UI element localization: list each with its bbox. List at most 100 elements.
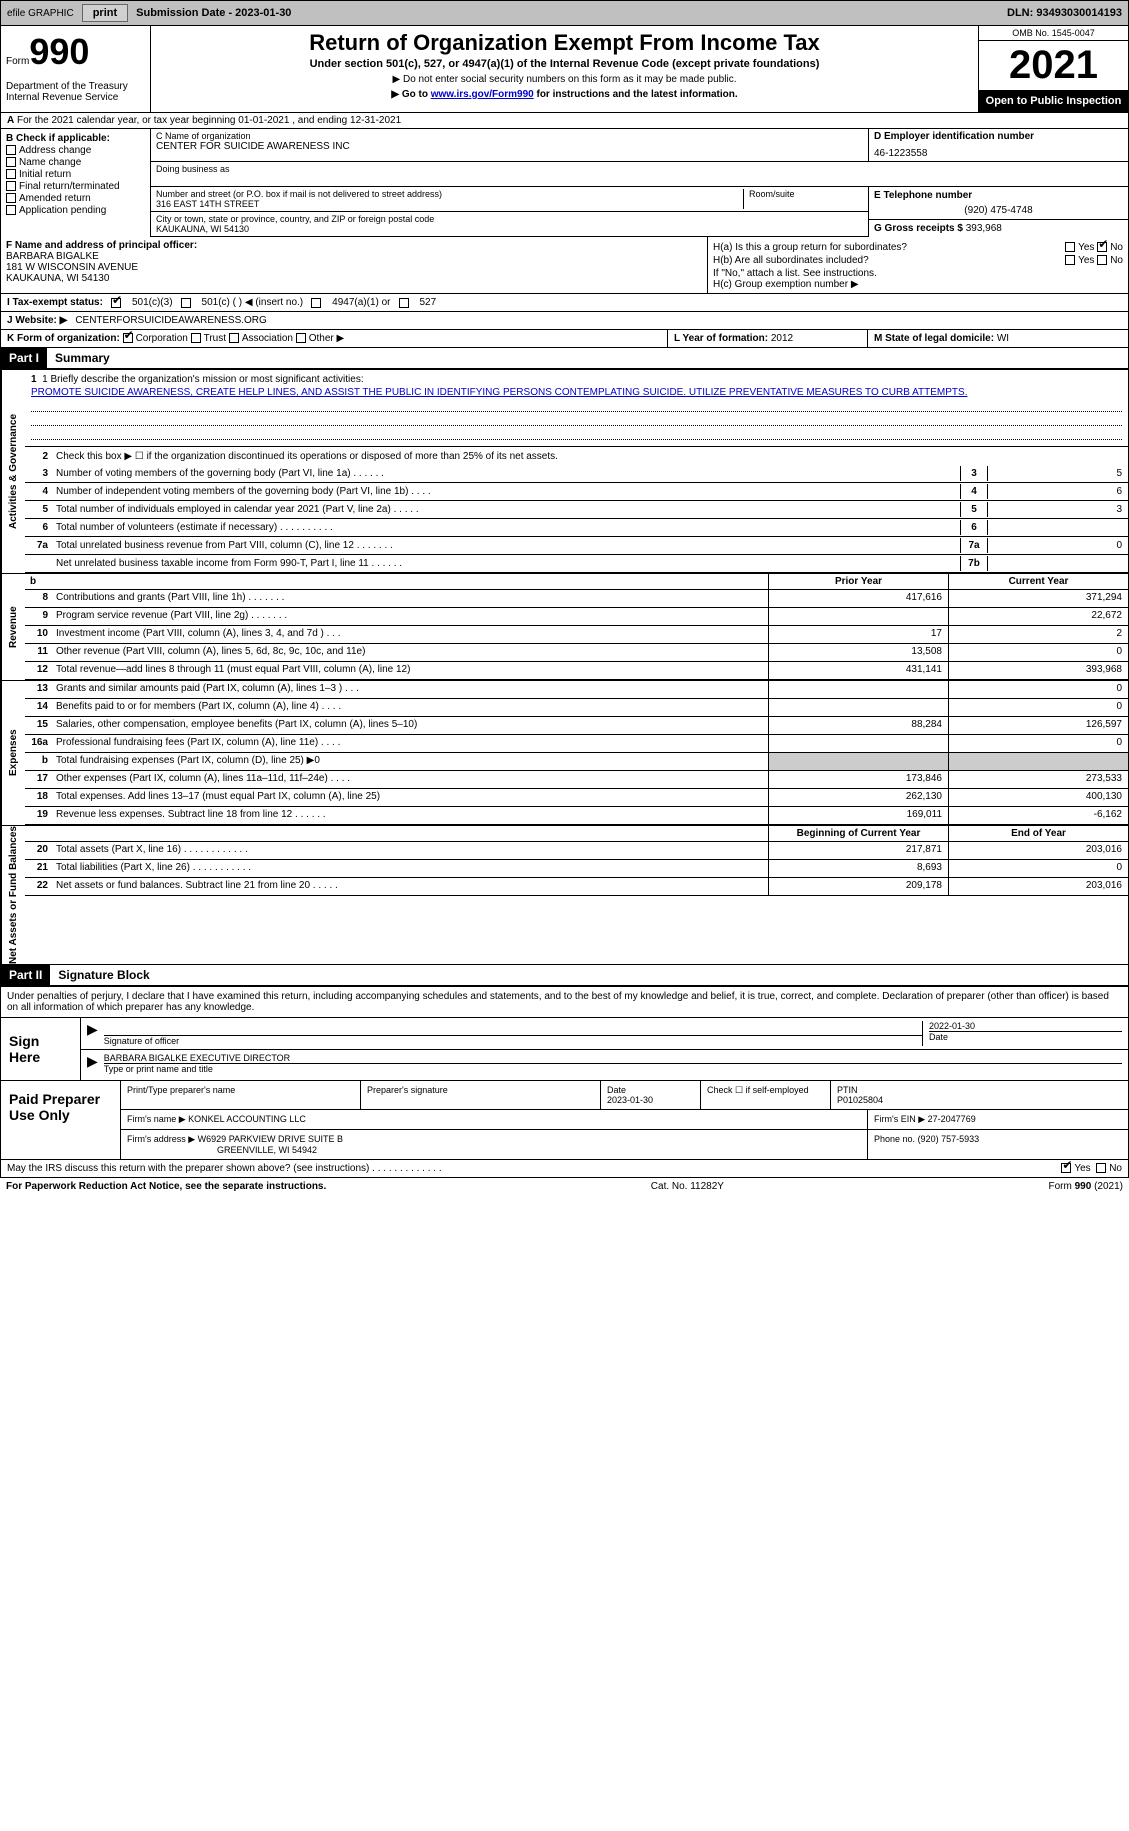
- cb-app-pending[interactable]: [6, 205, 16, 215]
- summary-line: 20Total assets (Part X, line 16) . . . .…: [25, 842, 1128, 860]
- phone-value: (920) 475-4748: [874, 205, 1123, 216]
- cb-trust[interactable]: [191, 333, 201, 343]
- cb-addr-change[interactable]: [6, 145, 16, 155]
- form-990-number: 990: [29, 31, 89, 72]
- phone-cell: E Telephone number (920) 475-4748: [869, 187, 1128, 220]
- discuss-row: May the IRS discuss this return with the…: [0, 1160, 1129, 1178]
- paperwork-notice: For Paperwork Reduction Act Notice, see …: [6, 1181, 326, 1192]
- part2-header: Part II: [1, 965, 50, 985]
- summary-line: 4Number of independent voting members of…: [25, 483, 1128, 501]
- city-state-zip: KAUKAUNA, WI 54130: [156, 224, 863, 234]
- summary-line: 10Investment income (Part VIII, column (…: [25, 626, 1128, 644]
- cb-discuss-no[interactable]: [1096, 1163, 1106, 1173]
- firm-ein: 27-2047769: [928, 1114, 976, 1124]
- ein-value: 46-1223558: [874, 148, 1123, 159]
- firm-addr1: W6929 PARKVIEW DRIVE SUITE B: [198, 1134, 343, 1144]
- summary-line: 21Total liabilities (Part X, line 26) . …: [25, 860, 1128, 878]
- summary-line: 15Salaries, other compensation, employee…: [25, 717, 1128, 735]
- summary-line: 16aProfessional fundraising fees (Part I…: [25, 735, 1128, 753]
- summary-line: 22Net assets or fund balances. Subtract …: [25, 878, 1128, 896]
- sig-officer-label: Signature of officer: [104, 1035, 922, 1046]
- hdr-prior-year: Prior Year: [768, 574, 948, 589]
- summary-line: Net unrelated business taxable income fr…: [25, 555, 1128, 573]
- gross-receipts-cell: G Gross receipts $ 393,968: [869, 220, 1128, 237]
- omb-number: OMB No. 1545-0047: [979, 26, 1128, 41]
- note-ssn: ▶ Do not enter social security numbers o…: [161, 74, 968, 85]
- penalty-text: Under penalties of perjury, I declare th…: [0, 987, 1129, 1017]
- form-number-box: Form990 Department of the Treasury Inter…: [1, 26, 151, 112]
- officer-addr1: 181 W WISCONSIN AVENUE: [6, 262, 702, 273]
- dba-row: Doing business as: [151, 162, 1128, 187]
- cb-amended[interactable]: [6, 193, 16, 203]
- part1-title: Summary: [47, 348, 118, 368]
- part2-title: Signature Block: [50, 965, 157, 985]
- print-button[interactable]: print: [82, 4, 128, 22]
- irs-link[interactable]: www.irs.gov/Form990: [431, 89, 534, 100]
- part1-header: Part I: [1, 348, 47, 368]
- dept-text: Department of the Treasury Internal Reve…: [6, 81, 145, 103]
- cat-no: Cat. No. 11282Y: [651, 1181, 724, 1192]
- ptin-value: P01025804: [837, 1095, 883, 1105]
- summary-line: 19Revenue less expenses. Subtract line 1…: [25, 807, 1128, 825]
- vert-label-governance: Activities & Governance: [1, 370, 25, 573]
- cb-initial-return[interactable]: [6, 169, 16, 179]
- form-subtitle: Under section 501(c), 527, or 4947(a)(1)…: [161, 58, 968, 70]
- officer-printed-name: BARBARA BIGALKE EXECUTIVE DIRECTOR: [104, 1053, 1122, 1063]
- row-m-state: M State of legal domicile: WI: [868, 330, 1128, 347]
- firm-phone: (920) 757-5933: [918, 1134, 980, 1144]
- mission-text: PROMOTE SUICIDE AWARENESS, CREATE HELP L…: [31, 387, 1122, 398]
- cb-name-change[interactable]: [6, 157, 16, 167]
- cb-hb-yes[interactable]: [1065, 255, 1075, 265]
- year-box: OMB No. 1545-0047 2021 Open to Public In…: [978, 26, 1128, 112]
- ein-cell: D Employer identification number 46-1223…: [868, 129, 1128, 161]
- cb-501c3[interactable]: [111, 298, 121, 308]
- summary-line: 3Number of voting members of the governi…: [25, 465, 1128, 483]
- prep-date: 2023-01-30: [607, 1095, 653, 1105]
- top-toolbar: efile GRAPHIC print Submission Date - 20…: [0, 0, 1129, 26]
- vert-label-revenue: Revenue: [1, 574, 25, 680]
- summary-line: bTotal fundraising expenses (Part IX, co…: [25, 753, 1128, 771]
- cb-ha-yes[interactable]: [1065, 242, 1075, 252]
- cb-527[interactable]: [399, 298, 409, 308]
- footer-row: For Paperwork Reduction Act Notice, see …: [0, 1178, 1129, 1195]
- row-k-form-org: K Form of organization: Corporation Trus…: [1, 330, 668, 347]
- street-address: 316 EAST 14TH STREET: [156, 199, 743, 209]
- tax-year: 2021: [979, 41, 1128, 90]
- firm-name: KONKEL ACCOUNTING LLC: [188, 1114, 306, 1124]
- cb-4947[interactable]: [311, 298, 321, 308]
- cb-hb-no[interactable]: [1097, 255, 1107, 265]
- row-i-tax-status: I Tax-exempt status: 501(c)(3) 501(c) ( …: [0, 294, 1129, 312]
- group-return-box: H(a) Is this a group return for subordin…: [708, 237, 1128, 293]
- summary-line: 9Program service revenue (Part VIII, lin…: [25, 608, 1128, 626]
- arrow-icon: ▶: [87, 1021, 98, 1046]
- submission-date-label: Submission Date - 2023-01-30: [136, 7, 291, 19]
- form-title-box: Return of Organization Exempt From Incom…: [151, 26, 978, 112]
- hdr-boy: Beginning of Current Year: [768, 826, 948, 841]
- vert-label-expenses: Expenses: [1, 681, 25, 825]
- summary-line: 14Benefits paid to or for members (Part …: [25, 699, 1128, 717]
- cb-corp[interactable]: [123, 333, 133, 343]
- summary-line: 18Total expenses. Add lines 13–17 (must …: [25, 789, 1128, 807]
- firm-addr2: GREENVILLE, WI 54942: [217, 1145, 317, 1155]
- room-suite-label: Room/suite: [743, 189, 863, 209]
- vert-label-net-assets: Net Assets or Fund Balances: [1, 826, 25, 964]
- form-title: Return of Organization Exempt From Incom…: [161, 30, 968, 56]
- org-name-label: C Name of organization: [156, 131, 863, 141]
- summary-line: 7aTotal unrelated business revenue from …: [25, 537, 1128, 555]
- cb-assoc[interactable]: [229, 333, 239, 343]
- cb-final-return[interactable]: [6, 181, 16, 191]
- cb-ha-no[interactable]: [1097, 242, 1107, 252]
- org-name-value: CENTER FOR SUICIDE AWARENESS INC: [156, 141, 863, 152]
- row-l-year-formation: L Year of formation: 2012: [668, 330, 868, 347]
- summary-line: 6Total number of volunteers (estimate if…: [25, 519, 1128, 537]
- cb-501c[interactable]: [181, 298, 191, 308]
- form-version: Form 990 (2021): [1049, 1181, 1123, 1192]
- sig-date-value: 2022-01-30: [929, 1021, 1122, 1031]
- open-public-badge: Open to Public Inspection: [979, 90, 1128, 112]
- summary-line: 8Contributions and grants (Part VIII, li…: [25, 590, 1128, 608]
- cb-discuss-yes[interactable]: [1061, 1163, 1071, 1173]
- officer-name: BARBARA BIGALKE: [6, 251, 702, 262]
- summary-line: 17Other expenses (Part IX, column (A), l…: [25, 771, 1128, 789]
- cb-other[interactable]: [296, 333, 306, 343]
- summary-line: 5Total number of individuals employed in…: [25, 501, 1128, 519]
